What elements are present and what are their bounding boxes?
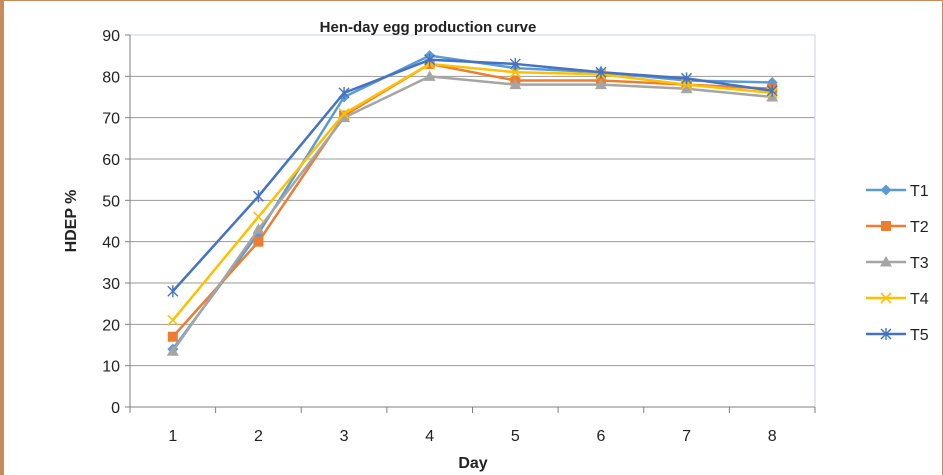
- x-tick-label: 1: [168, 428, 177, 445]
- x-axis-title: Day: [458, 455, 487, 472]
- data-point: [509, 57, 521, 70]
- data-point: [167, 285, 179, 298]
- x-tick-label: 8: [768, 428, 777, 445]
- data-point: [167, 314, 179, 326]
- series-line: [171, 62, 773, 321]
- legend-marker: [881, 221, 891, 231]
- gridlines: [130, 34, 816, 407]
- data-point: [338, 111, 351, 123]
- data-point: [680, 82, 693, 94]
- data-point: [167, 331, 178, 342]
- legend: T1 T2 T3 T4 T5: [866, 183, 929, 344]
- data-point: [423, 70, 436, 81]
- axes: 0 10 20 30 40 50 60 70 80 90 1 2 3 4 5 6 7 8: [102, 28, 816, 445]
- data-point: [595, 66, 607, 79]
- x-tick-label: 3: [340, 428, 349, 445]
- data-point: [166, 345, 179, 356]
- legend-label: T2: [910, 219, 929, 236]
- legend-marker: [880, 184, 892, 196]
- x-tick-label: 5: [511, 428, 520, 445]
- data-point: [338, 107, 350, 120]
- data-point: [252, 211, 265, 223]
- legend-marker: [880, 292, 892, 304]
- x-tick-label: 7: [682, 428, 691, 445]
- y-tick-label: 20: [102, 317, 120, 334]
- legend-label: T4: [910, 291, 929, 308]
- series-layer: [166, 50, 779, 356]
- legend-marker: [880, 256, 892, 267]
- legend-item-t1: T1: [866, 183, 929, 200]
- y-tick-label: 60: [102, 152, 120, 169]
- y-axis-title: HDEP %: [63, 190, 80, 253]
- data-point: [766, 84, 778, 97]
- x-tick-label: 2: [254, 428, 263, 445]
- y-tick-label: 0: [111, 400, 120, 417]
- legend-marker: [880, 328, 892, 340]
- data-point: [509, 78, 522, 90]
- series-line: [171, 58, 773, 293]
- legend-item-t5: T5: [866, 327, 929, 344]
- legend-label: T5: [910, 327, 929, 344]
- y-tick-label: 80: [102, 69, 120, 86]
- series-line: [171, 75, 773, 352]
- series-t5: [167, 53, 778, 298]
- series-line: [171, 54, 773, 350]
- series-t4: [167, 58, 778, 326]
- y-tick-label: 70: [102, 111, 120, 128]
- y-tick-label: 90: [102, 28, 120, 45]
- y-tick-label: 30: [102, 276, 120, 293]
- data-point: [594, 78, 607, 90]
- data-point: [681, 72, 693, 85]
- legend-item-t3: T3: [866, 255, 929, 272]
- series-t1: [167, 50, 778, 355]
- data-point: [509, 66, 521, 78]
- data-point: [252, 190, 264, 203]
- x-tick-label: 6: [596, 428, 605, 445]
- chart-title: Hen-day egg production curve: [320, 19, 537, 36]
- x-tick-label: 4: [425, 428, 434, 445]
- y-tick-label: 50: [102, 193, 120, 210]
- data-point: [252, 223, 265, 234]
- data-point: [253, 236, 264, 247]
- data-point: [338, 86, 350, 99]
- y-tick-label: 40: [102, 235, 120, 252]
- series-t3: [166, 70, 779, 356]
- legend-item-t4: T4: [866, 291, 929, 308]
- legend-label: T3: [910, 255, 929, 272]
- y-tick-label: 10: [102, 359, 120, 376]
- legend-label: T1: [910, 183, 929, 200]
- data-point: [424, 53, 436, 66]
- legend-item-t2: T2: [866, 219, 929, 236]
